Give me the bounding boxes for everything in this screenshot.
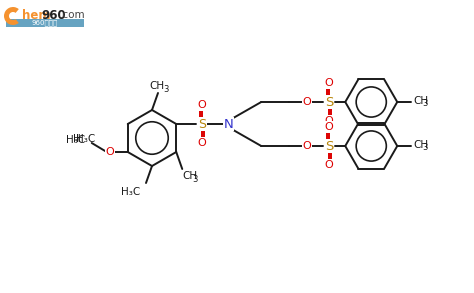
Text: O: O — [325, 116, 334, 126]
Text: CH: CH — [413, 96, 428, 106]
Text: 3: 3 — [192, 175, 198, 183]
Text: O: O — [303, 97, 311, 107]
Text: 3: 3 — [164, 84, 169, 93]
Text: S: S — [198, 117, 206, 130]
Text: .com: .com — [60, 11, 86, 21]
Text: hem: hem — [22, 9, 51, 22]
Text: CH: CH — [149, 81, 164, 91]
Text: N: N — [223, 117, 233, 130]
Text: O: O — [325, 160, 334, 170]
Text: O: O — [198, 100, 207, 110]
Text: CH: CH — [182, 171, 197, 181]
Text: O: O — [105, 147, 114, 157]
Text: S: S — [325, 139, 333, 152]
FancyBboxPatch shape — [6, 19, 84, 27]
Text: S: S — [325, 96, 333, 108]
Text: 3: 3 — [422, 100, 428, 108]
Text: O: O — [325, 122, 334, 132]
Wedge shape — [4, 7, 19, 25]
Text: O: O — [325, 78, 334, 88]
Text: H₃C: H₃C — [65, 135, 85, 145]
Text: O: O — [198, 138, 207, 148]
Text: O: O — [303, 141, 311, 151]
Text: 960: 960 — [41, 9, 65, 22]
Text: CH: CH — [413, 140, 428, 150]
Text: 3: 3 — [422, 144, 428, 152]
Text: H₃C: H₃C — [76, 134, 95, 144]
Text: H: H — [73, 134, 81, 144]
Text: H₃C: H₃C — [121, 187, 140, 197]
Text: 960化工网: 960化工网 — [32, 20, 58, 26]
